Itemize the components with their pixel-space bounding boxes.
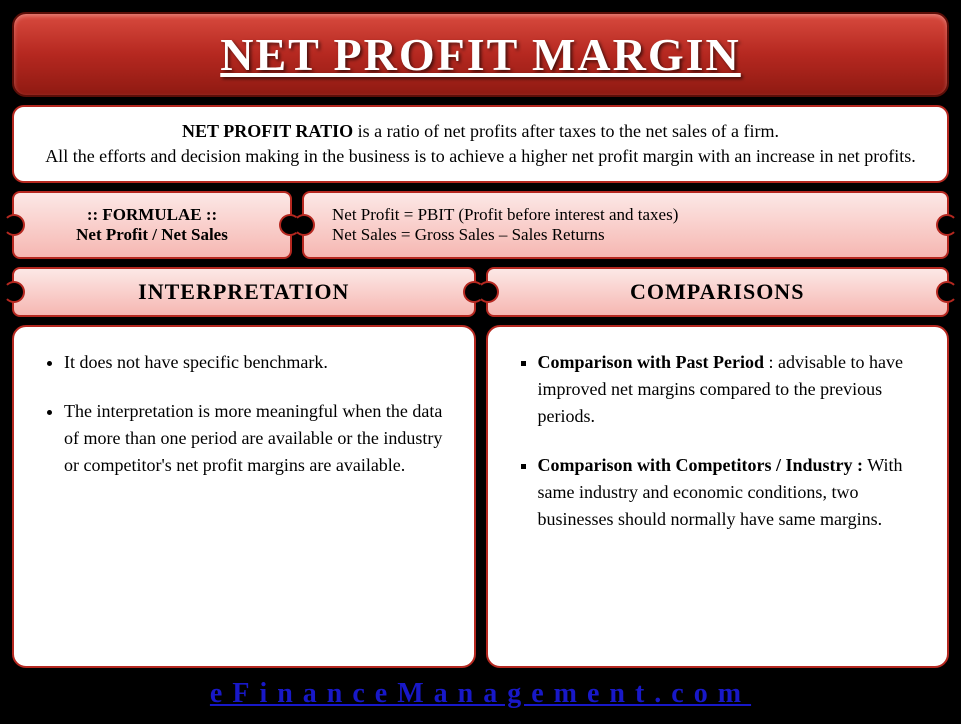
list-item: It does not have specific benchmark.: [64, 349, 446, 376]
content-row: It does not have specific benchmark. The…: [12, 325, 949, 668]
page-title: NET PROFIT MARGIN: [34, 28, 927, 81]
interpretation-box: It does not have specific benchmark. The…: [12, 325, 476, 668]
formula-box: :: FORMULAE :: Net Profit / Net Sales: [12, 191, 292, 259]
section-headers: INTERPRETATION COMPARISONS: [12, 267, 949, 317]
title-banner: NET PROFIT MARGIN: [12, 12, 949, 97]
comparison-bold: Comparison with Past Period: [538, 352, 765, 372]
comparisons-header: COMPARISONS: [486, 267, 950, 317]
intro-line2: All the efforts and decision making in t…: [45, 146, 916, 166]
interpretation-header: INTERPRETATION: [12, 267, 476, 317]
comparisons-box: Comparison with Past Period : advisable …: [486, 325, 950, 668]
list-item: The interpretation is more meaningful wh…: [64, 398, 446, 479]
comparisons-list: Comparison with Past Period : advisable …: [516, 349, 920, 533]
formula-def2: Net Sales = Gross Sales – Sales Returns: [332, 225, 919, 245]
interpretation-list: It does not have specific benchmark. The…: [42, 349, 446, 479]
intro-box: NET PROFIT RATIO is a ratio of net profi…: [12, 105, 949, 183]
formula-row: :: FORMULAE :: Net Profit / Net Sales Ne…: [12, 191, 949, 259]
intro-lead-rest: is a ratio of net profits after taxes to…: [353, 121, 779, 141]
footer-brand: eFinanceManagement.com: [12, 676, 949, 712]
formula-expression: Net Profit / Net Sales: [42, 225, 262, 245]
formula-header: :: FORMULAE ::: [42, 205, 262, 225]
comparison-bold: Comparison with Competitors / Industry :: [538, 455, 864, 475]
list-item: Comparison with Competitors / Industry :…: [538, 452, 920, 533]
formula-definitions: Net Profit = PBIT (Profit before interes…: [302, 191, 949, 259]
intro-bold: NET PROFIT RATIO: [182, 121, 353, 141]
infographic-container: NET PROFIT MARGIN NET PROFIT RATIO is a …: [12, 12, 949, 712]
list-item: Comparison with Past Period : advisable …: [538, 349, 920, 430]
formula-def1: Net Profit = PBIT (Profit before interes…: [332, 205, 919, 225]
